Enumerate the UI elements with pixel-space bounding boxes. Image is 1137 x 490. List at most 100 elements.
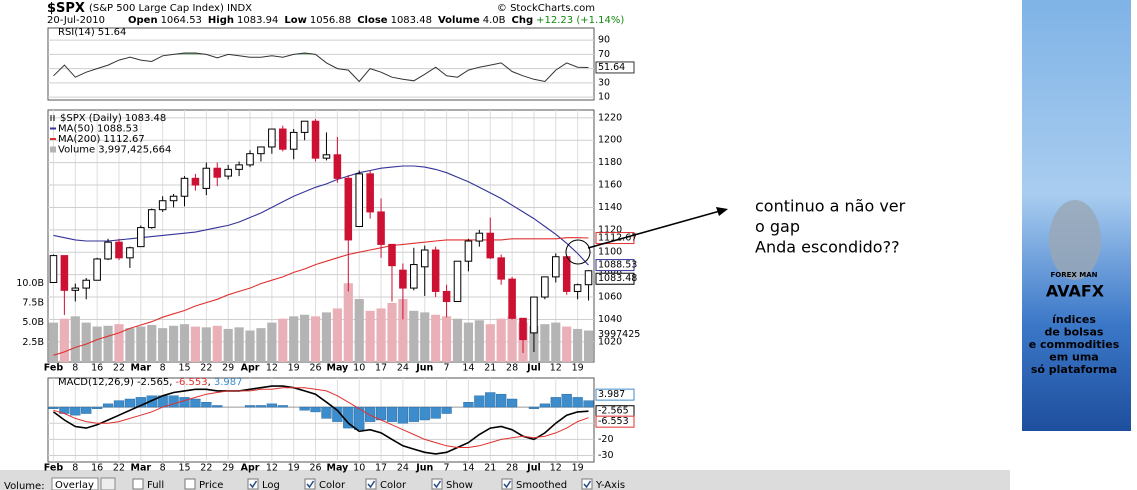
- candle-body: [137, 227, 145, 248]
- histogram-bar: [496, 393, 507, 408]
- checkbox[interactable]: [247, 478, 259, 490]
- candle-body: [257, 146, 265, 155]
- candle-body: [246, 153, 254, 166]
- quote-value: 1056.88: [310, 15, 351, 26]
- volume-bar: [409, 310, 419, 362]
- ad-text: de bolsas: [1045, 326, 1104, 339]
- volume-bar: [125, 328, 135, 362]
- x-tick-label: 22: [113, 363, 125, 374]
- x-tick-label: 10: [353, 463, 365, 474]
- checkmark: [433, 480, 442, 489]
- change-value: +12.23 (+1.14%): [536, 15, 624, 26]
- checkbox[interactable]: [365, 478, 377, 490]
- y-tick-label: 1060: [598, 292, 622, 303]
- ad-text: só plataforma: [1031, 363, 1117, 376]
- volume-bar: [365, 310, 375, 362]
- y-tick-label: 70: [598, 49, 610, 60]
- x-tick-label: 15: [178, 463, 190, 474]
- histogram-bar: [430, 406, 441, 419]
- select-button[interactable]: [100, 477, 116, 490]
- candle-body: [104, 241, 112, 260]
- histogram-bar: [397, 406, 409, 424]
- histogram-bar: [550, 397, 561, 408]
- checkmark: [503, 480, 512, 489]
- x-tick-label: 17: [375, 463, 387, 474]
- volume-bar: [289, 316, 299, 362]
- legend-separator: ,: [208, 377, 211, 388]
- x-tick-label: 12: [266, 363, 278, 374]
- legend: MACD(12,26,9) -2.565, -6.553, 3.987: [58, 377, 242, 388]
- candle-body: [355, 173, 363, 227]
- y-tick-label: 30: [598, 77, 610, 88]
- volume-bar: [201, 327, 211, 362]
- checkbox[interactable]: [132, 478, 144, 490]
- y-tick-label: -30: [598, 450, 614, 461]
- quote-value: 1083.48: [391, 15, 432, 26]
- checkbox[interactable]: [184, 478, 196, 490]
- value-tag: 51.64: [598, 62, 625, 73]
- volume-bar: [48, 322, 59, 362]
- symbol: $SPX: [47, 1, 85, 16]
- x-tick-label: Apr: [241, 463, 260, 474]
- candle-body: [508, 278, 516, 319]
- histogram-bar: [310, 406, 321, 413]
- volume-bar: [92, 326, 102, 362]
- candle-body: [464, 240, 473, 262]
- x-tick-label: 10: [353, 363, 365, 374]
- candle-body: [431, 249, 440, 292]
- checkmark: [249, 480, 258, 489]
- select-box[interactable]: [51, 477, 99, 490]
- checkbox[interactable]: [431, 478, 443, 490]
- rsi-line: [53, 52, 589, 83]
- annotation-arrowhead: [716, 207, 728, 216]
- volume-bar: [234, 327, 244, 362]
- checkbox[interactable]: [304, 478, 316, 490]
- legend-value: -2.565: [137, 377, 169, 388]
- ad-robot: [1049, 200, 1101, 280]
- candle-body: [224, 168, 232, 177]
- volume-bar: [223, 328, 233, 362]
- checkbox[interactable]: [581, 478, 593, 490]
- y-tick-label: 90: [598, 35, 610, 46]
- checkbox[interactable]: [501, 478, 513, 490]
- quote-label: Open: [128, 15, 158, 26]
- x-tick-label: 22: [200, 363, 212, 374]
- checkbox-label: Color: [319, 480, 346, 490]
- volume-bar: [343, 283, 353, 362]
- candle-body: [71, 287, 80, 291]
- x-tick-label: Feb: [44, 363, 64, 374]
- legend-separator: ,: [169, 377, 172, 388]
- value-tag: -2.565: [598, 406, 629, 417]
- candle-body: [311, 120, 320, 159]
- x-tick-label: 22: [113, 463, 125, 474]
- legend-name: MA(50): [58, 124, 94, 135]
- histogram-bar: [255, 405, 267, 408]
- legend-value: 1088.53: [97, 124, 138, 135]
- legend-value: 3.987: [214, 377, 243, 388]
- ma-line: [53, 237, 589, 356]
- x-tick-label: 17: [375, 363, 387, 374]
- macd-line: [53, 385, 589, 455]
- legend-name: MACD(12,26,9): [58, 377, 134, 388]
- checkmark: [306, 480, 315, 489]
- legend-value: 1112.67: [103, 134, 144, 145]
- candle-body: [49, 255, 58, 283]
- histogram-bar: [419, 406, 430, 421]
- checkbox-label: Full: [147, 480, 164, 490]
- histogram-bar: [321, 406, 332, 419]
- y-tick-label: 1140: [598, 202, 622, 213]
- y-tick-label: 10: [598, 92, 610, 103]
- value-tag-box: [595, 272, 635, 285]
- histogram-bar: [386, 406, 398, 422]
- x-tick-label: May: [326, 363, 349, 374]
- x-tick-label: 12: [550, 463, 562, 474]
- x-tick-label: 19: [572, 363, 584, 374]
- volume-bar: [354, 299, 364, 362]
- histogram-bar: [539, 403, 550, 408]
- y-tick-label: 1180: [598, 157, 622, 168]
- histogram-bar: [463, 402, 474, 408]
- volume-bar: [158, 328, 168, 362]
- candle-body: [93, 258, 101, 281]
- x-tick-label: 21: [484, 463, 496, 474]
